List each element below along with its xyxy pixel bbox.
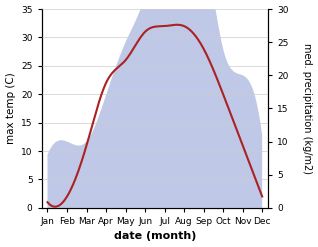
Y-axis label: max temp (C): max temp (C) xyxy=(5,73,16,144)
X-axis label: date (month): date (month) xyxy=(114,231,196,242)
Y-axis label: med. precipitation (kg/m2): med. precipitation (kg/m2) xyxy=(302,43,313,174)
